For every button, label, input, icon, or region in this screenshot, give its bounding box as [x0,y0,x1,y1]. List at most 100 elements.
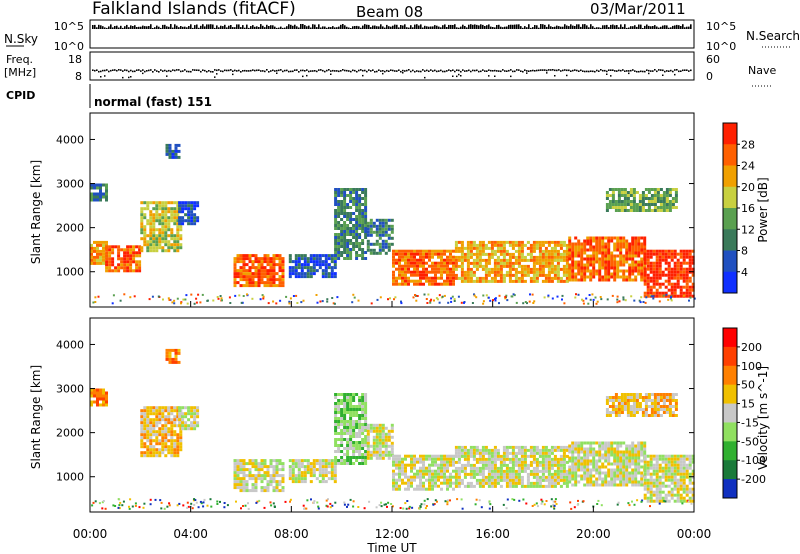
echo-cell [306,471,310,475]
echo-cell [330,272,334,276]
echo-cell [607,474,611,478]
echo-cell [419,469,422,473]
echo-cell [269,281,273,285]
echo-cell [112,294,115,297]
echo-cell [433,299,435,302]
echo-cell [574,251,578,255]
echo-cell [604,263,608,267]
echo-cell [626,209,630,212]
echo-cell [297,459,301,463]
echo-cell [349,230,353,233]
echo-cell [96,192,99,196]
echo-cell [595,254,599,258]
echo-cell [589,453,593,457]
echo-cell [496,258,500,262]
echo-cell [604,248,608,252]
echo-cell [510,295,513,298]
echo-cell [372,423,376,427]
freq-sample [282,70,284,73]
echo-cell [346,453,350,456]
echo-cell [562,255,566,259]
echo-cell [604,272,608,276]
echo-cell [640,278,644,282]
echo-cell [221,299,223,302]
echo-cell [96,258,99,262]
echo-cell [346,194,350,197]
nsky-sample [508,24,510,29]
echo-cell [187,222,191,226]
echo-cell [102,249,105,253]
echo-cell [168,357,172,361]
echo-cell [568,278,572,282]
echo-cell [138,263,142,267]
echo-cell [547,294,550,297]
nsky-sample [268,26,270,29]
freq-sample [366,70,368,73]
echo-cell [364,251,368,254]
echo-cell [372,438,376,442]
freq-sample [602,69,604,72]
echo-cell [561,294,564,297]
echo-cell [143,427,147,431]
echo-cell [384,227,388,231]
echo-cell [466,448,470,452]
echo-cell [413,255,416,259]
echo-cell [170,430,174,434]
echo-cell [294,263,298,267]
echo-cell [580,269,584,273]
echo-cell [389,297,391,300]
echo-cell [168,360,172,364]
echo-cell [300,257,304,261]
echo-cell [176,216,180,220]
echo-cell [457,255,461,259]
echo-cell [481,448,485,452]
echo-cell [174,155,178,159]
nsky-sample [190,24,192,29]
freq-sample [126,69,128,72]
echo-cell [164,427,168,431]
echo-cell [577,465,581,469]
echo-cell [643,267,647,271]
echo-cell [173,430,177,434]
echo-cell [395,267,398,271]
echo-cell [384,450,388,454]
freq-sample [312,70,314,72]
nave-sample [306,74,308,77]
echo-cell [598,275,602,279]
echo-cell [457,475,461,479]
echo-cell [580,254,584,258]
echo-cell [550,261,554,265]
echo-cell [632,188,636,191]
echo-cell [392,460,395,464]
echo-cell [613,266,617,270]
echo-cell [644,203,648,206]
nsky-sample [640,24,642,29]
echo-cell [352,248,356,251]
echo-cell [457,466,461,470]
echo-cell [544,478,548,482]
nsky-sample [304,25,306,29]
echo-cell [574,450,578,454]
echo-cell [361,224,365,227]
echo-cell [640,272,644,276]
echo-cell [586,474,590,478]
echo-cell [532,484,536,488]
echo-cell [343,426,347,429]
echo-cell [535,466,539,470]
echo-cell [658,264,662,268]
echo-cell [357,299,360,302]
echo-cell [670,267,674,271]
echo-cell [337,257,341,260]
echo-cell [613,474,617,478]
echo-cell [164,448,168,452]
echo-cell [239,266,243,270]
nsky-sample [390,26,392,29]
echo-cell [343,417,347,420]
echo-cell [667,249,671,253]
echo-cell [171,360,175,364]
echo-cell [589,483,593,487]
echo-cell [431,469,434,473]
echo-cell [333,263,337,267]
freq-sample [390,69,392,71]
echo-cell [652,267,656,271]
